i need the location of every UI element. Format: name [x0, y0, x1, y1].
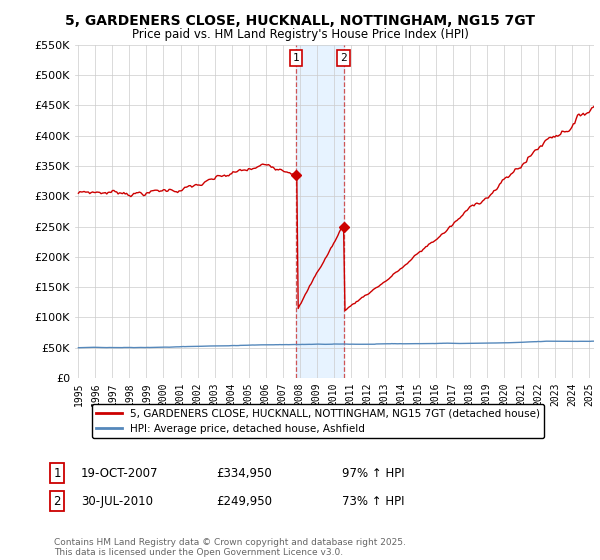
Text: 30-JUL-2010: 30-JUL-2010 [81, 494, 153, 508]
Text: Contains HM Land Registry data © Crown copyright and database right 2025.
This d: Contains HM Land Registry data © Crown c… [54, 538, 406, 557]
Text: 5, GARDENERS CLOSE, HUCKNALL, NOTTINGHAM, NG15 7GT: 5, GARDENERS CLOSE, HUCKNALL, NOTTINGHAM… [65, 14, 535, 28]
Text: 97% ↑ HPI: 97% ↑ HPI [342, 466, 404, 480]
Text: 19-OCT-2007: 19-OCT-2007 [81, 466, 158, 480]
Text: £334,950: £334,950 [216, 466, 272, 480]
Text: Price paid vs. HM Land Registry's House Price Index (HPI): Price paid vs. HM Land Registry's House … [131, 28, 469, 41]
Text: 2: 2 [340, 53, 347, 63]
Text: £249,950: £249,950 [216, 494, 272, 508]
Text: 1: 1 [293, 53, 299, 63]
Bar [296, 45, 344, 378]
Text: 2: 2 [53, 494, 61, 508]
Legend: 5, GARDENERS CLOSE, HUCKNALL, NOTTINGHAM, NG15 7GT (detached house), HPI: Averag: 5, GARDENERS CLOSE, HUCKNALL, NOTTINGHAM… [92, 404, 544, 438]
Text: 1: 1 [53, 466, 61, 480]
Text: 73% ↑ HPI: 73% ↑ HPI [342, 494, 404, 508]
